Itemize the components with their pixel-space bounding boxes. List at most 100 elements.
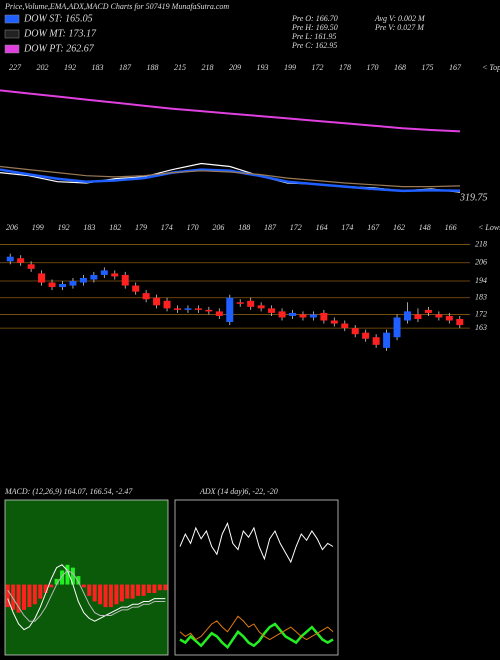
low-label: 174 [161, 223, 173, 232]
candle-body [69, 281, 77, 286]
top-label: 167 [449, 63, 462, 72]
candle-body [393, 317, 401, 338]
low-label: 148 [419, 223, 431, 232]
macd-bar [152, 584, 157, 593]
top-label: 178 [339, 63, 351, 72]
candle-body [445, 315, 453, 321]
macd-bar [27, 584, 32, 608]
candle-body [414, 314, 422, 319]
last-label: 319.75 [459, 192, 488, 203]
top-label: 199 [284, 63, 296, 72]
ema-line [0, 89, 461, 133]
top-label: 209 [229, 63, 241, 72]
macd-bar [11, 584, 16, 610]
low-label: 166 [445, 223, 457, 232]
macd-bar [22, 584, 27, 610]
candle-body [278, 311, 286, 318]
candle-body [236, 302, 244, 304]
macd-bar [16, 584, 21, 613]
legend-label: DOW PT: 262.67 [23, 43, 95, 54]
candle-body [142, 293, 150, 300]
low-label: 206 [6, 223, 18, 232]
low-label: 188 [238, 223, 250, 232]
macd-bar [76, 576, 81, 585]
legend-label: DOW ST: 165.05 [23, 13, 93, 24]
candle-body [309, 314, 317, 318]
top-label: 192 [64, 63, 76, 72]
low-label: 187 [264, 223, 277, 232]
low-label: 206 [212, 223, 224, 232]
candle-body [424, 309, 432, 313]
top-label: 202 [37, 63, 49, 72]
macd-bar [38, 584, 43, 599]
macd-bar [130, 584, 135, 599]
panel-bg [174, 499, 339, 656]
macd-bar [5, 584, 10, 608]
macd-bar [136, 584, 141, 596]
low-label: 183 [83, 223, 95, 232]
macd-bar [70, 567, 75, 585]
low-label: 164 [316, 223, 328, 232]
candle-body [247, 300, 255, 307]
low-label: 167 [367, 223, 380, 232]
candle-body [351, 328, 359, 335]
candle-body [215, 311, 223, 316]
candle-body [132, 285, 140, 292]
candle-body [184, 308, 192, 310]
macd-bar [141, 584, 146, 596]
info-text: Pre O: 166.70 [291, 14, 338, 23]
low-label: 174 [341, 223, 353, 232]
low-label: 199 [32, 223, 44, 232]
candle-body [59, 284, 66, 288]
macd-bar [163, 584, 168, 591]
y-tick-label: 163 [475, 323, 487, 332]
macd-bar [98, 584, 103, 605]
macd-bar [49, 584, 54, 588]
candle-body [341, 323, 349, 329]
low-label: 170 [187, 223, 199, 232]
low-label: 192 [58, 223, 70, 232]
macd-bar [65, 564, 70, 585]
top-label: 168 [394, 63, 406, 72]
macd-bar [92, 584, 97, 602]
candle-body [6, 256, 14, 262]
top-label: 175 [422, 63, 434, 72]
candle-body [121, 274, 129, 286]
macd-bar [157, 584, 162, 591]
adx-title: ADX (14 day)6, -22, -20 [199, 487, 278, 496]
tops-label: < Tops [482, 63, 500, 72]
top-label: 187 [119, 63, 132, 72]
macd-bar [87, 584, 92, 596]
candle-body [383, 332, 391, 348]
macd-bar [146, 584, 151, 593]
macd-line [7, 564, 166, 631]
candle-body [79, 277, 87, 283]
adx-line [179, 622, 334, 650]
macd-bar [43, 584, 48, 593]
candle-body [205, 309, 213, 312]
candle-body [111, 273, 119, 277]
low-label: 182 [109, 223, 121, 232]
lows-label: < Lows [478, 223, 500, 232]
top-label: 183 [92, 63, 104, 72]
y-tick-label: 206 [475, 258, 487, 267]
candle-body [330, 320, 338, 324]
candle-body [362, 332, 370, 339]
chart-title: Price,Volume,EMA,ADX,MACD Charts for 507… [4, 2, 229, 11]
macd-bar [119, 584, 124, 602]
candle-body [404, 311, 411, 321]
candle-body [320, 312, 328, 321]
candle-body [38, 273, 46, 283]
signal-line [7, 569, 166, 622]
top-label: 215 [174, 63, 186, 72]
y-tick-label: 194 [475, 276, 487, 285]
legend-label: DOW MT: 173.17 [23, 28, 97, 39]
info-text: Pre C: 162.95 [291, 41, 337, 50]
macd-bar [125, 584, 130, 599]
macd-bar [103, 584, 108, 608]
macd-bar [108, 584, 113, 608]
top-label: 170 [367, 63, 379, 72]
candle-body [435, 314, 443, 318]
